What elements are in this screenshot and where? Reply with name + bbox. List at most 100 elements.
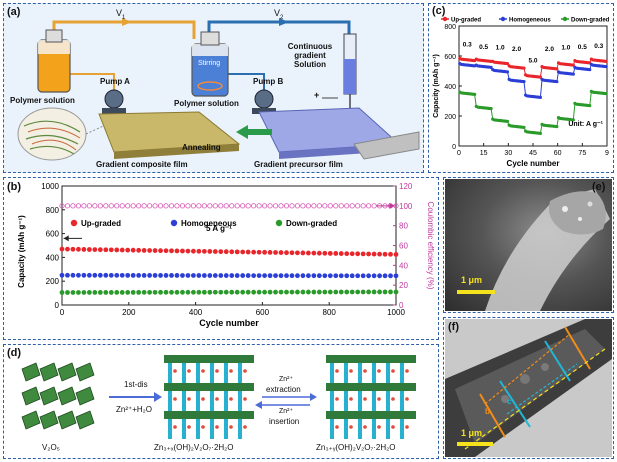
cycle-point-2-18 xyxy=(158,289,163,295)
reaction-arrow-1-head xyxy=(154,392,162,402)
v2o5-polyhedron-1-2 xyxy=(57,386,77,406)
cycle-point-0-33 xyxy=(240,249,246,255)
cycle-point-1-11 xyxy=(119,272,125,278)
polymer-solution-label-2: Polymer solution xyxy=(174,99,239,108)
v2o5-polyhedron-1-1 xyxy=(39,386,59,406)
cycle-point-3-41 xyxy=(283,203,290,209)
cycle-point-2-31 xyxy=(229,289,235,295)
cycle-point-0-2 xyxy=(70,246,76,252)
panel-f-label: (f) xyxy=(448,321,459,333)
cycle-point-2-15 xyxy=(141,289,147,295)
framework-zn3y-pillar-1-4 xyxy=(386,391,390,411)
framework-zn3y-pillar-2-1 xyxy=(344,419,348,439)
panel-e-label: (e) xyxy=(592,181,606,193)
cycle-point-0-10 xyxy=(114,247,120,253)
cycle-point-0-54 xyxy=(355,251,361,257)
cycle-point-2-24 xyxy=(191,289,196,295)
rate-point-0-29 xyxy=(505,62,510,66)
cycle-legend-marker-1 xyxy=(170,219,178,227)
framework-zn3x-atom-0-2 xyxy=(201,369,205,373)
cycle-point-0-18 xyxy=(158,248,163,254)
cycle-xtick-label-3: 600 xyxy=(256,308,270,317)
cycle-point-2-29 xyxy=(218,289,224,295)
framework-zn3x-pillar-0-4 xyxy=(224,363,228,383)
cycle-point-0-47 xyxy=(316,250,322,256)
cycle-point-0-49 xyxy=(327,250,333,256)
cycle-point-3-55 xyxy=(360,203,366,209)
cycle-point-1-52 xyxy=(344,273,350,279)
cycle-point-1-60 xyxy=(388,273,393,279)
cycle-point-3-24 xyxy=(190,203,197,209)
continuous-gradient-label: Continuous gradient Solution xyxy=(287,42,333,69)
cycle-rate-note: 5 A g⁻¹ xyxy=(206,224,232,233)
rate-chart: 0 200 400 600 800 0 15 30 45 60 75 9 Cycle number Cap… xyxy=(433,16,610,168)
rate-legend-marker-1 xyxy=(500,16,506,22)
cycle-point-0-12 xyxy=(125,247,131,253)
cycle-point-2-11 xyxy=(119,289,125,295)
framework-zn3y-pillar-0-1 xyxy=(344,363,348,383)
reaction-arrow-insertion-head xyxy=(255,401,262,409)
v1-label: V1 xyxy=(116,8,126,21)
insertion-ion: Zn²⁺ xyxy=(279,408,294,415)
cycle-point-1-19 xyxy=(163,273,169,278)
rate-point-1-89 xyxy=(604,65,608,69)
cycle-point-2-47 xyxy=(316,289,322,295)
cycle-point-2-46 xyxy=(311,289,317,295)
framework-zn3y-pillar-1-2 xyxy=(358,391,362,411)
material-zn3x: Zn₃₊ₓ(OH)₂V₂O₇·2H₂O xyxy=(154,443,234,452)
framework-zn3y-atom-1-2 xyxy=(363,397,367,401)
framework-zn3x-atom-2-3 xyxy=(215,425,219,429)
cycle-point-2-10 xyxy=(114,290,120,295)
framework-zn3x-atom-2-1 xyxy=(187,425,191,429)
polymer-solution-label-1: Polymer solution xyxy=(10,96,75,105)
cycle-point-1-29 xyxy=(218,273,224,278)
cycle-point-3-25 xyxy=(196,203,202,209)
framework-zn3x-atom-0-4 xyxy=(229,369,233,373)
cycle-point-1-5 xyxy=(86,272,92,278)
cycle-point-2-16 xyxy=(147,289,153,295)
cycle-point-2-40 xyxy=(278,289,284,295)
cycle-point-0-22 xyxy=(180,248,185,254)
rate-point-1-39 xyxy=(522,80,526,84)
rate-point-1-29 xyxy=(505,70,510,74)
rate-xtick-label-6: 9 xyxy=(605,150,609,157)
panel-f: 1 μm c b (f) xyxy=(443,317,614,459)
rate-legend-marker-2 xyxy=(562,16,568,22)
cycle-point-0-21 xyxy=(174,248,180,254)
rate-point-0-39 xyxy=(522,66,526,70)
rate-point-2-59 xyxy=(555,125,559,129)
cycle-point-0-38 xyxy=(267,250,273,255)
cycle-point-3-1 xyxy=(64,203,71,209)
pump-a-label: Pump A xyxy=(100,77,130,86)
rate-label-6: 1.0 xyxy=(561,45,570,52)
framework-zn3y-pillar-2-4 xyxy=(386,419,390,439)
cycle-point-3-38 xyxy=(267,203,273,209)
rate-point-1-69 xyxy=(571,72,575,76)
cycle-point-1-6 xyxy=(92,272,98,278)
framework-zn3y-layer-0 xyxy=(326,355,416,363)
composite-film-label: Gradient composite film xyxy=(96,160,188,169)
cycle-point-1-28 xyxy=(212,273,218,278)
cycle-point-0-35 xyxy=(251,249,257,255)
cycle-ytick-label-3: 600 xyxy=(46,230,60,239)
cycle-point-1-17 xyxy=(152,273,158,278)
framework-zn3x-atom-1-2 xyxy=(201,397,205,401)
framework-zn3y-pillar-0-5 xyxy=(400,363,404,383)
framework-zn3y-atom-1-1 xyxy=(349,397,353,401)
framework-zn3x-pillar-0-1 xyxy=(182,363,186,383)
cycle-y2tick-label-0: 0 xyxy=(399,301,404,310)
cycle-point-0-42 xyxy=(289,250,295,256)
rate-point-2-89 xyxy=(604,92,608,96)
framework-zn3y-pillar-0-3 xyxy=(372,363,376,383)
framework-zn3y-pillar-2-3 xyxy=(372,419,376,439)
framework-zn3y-atom-1-4 xyxy=(391,397,395,401)
cycle-point-2-1 xyxy=(65,290,70,295)
rate-xlabel: Cycle number xyxy=(507,159,560,168)
cycle-point-3-54 xyxy=(355,203,361,209)
framework-zn3x-pillar-1-3 xyxy=(210,391,214,411)
cycle-point-3-47 xyxy=(316,203,322,209)
cycle-point-1-18 xyxy=(158,273,163,278)
framework-zn3x-pillar-0-3 xyxy=(210,363,214,383)
annealing-label: Annealing xyxy=(182,143,221,152)
framework-zn3x-atom-0-5 xyxy=(243,369,247,373)
